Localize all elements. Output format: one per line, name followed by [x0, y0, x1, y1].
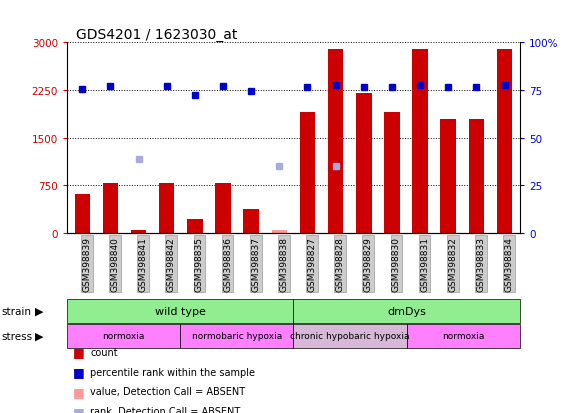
Text: strain: strain	[1, 306, 31, 316]
Bar	[159, 184, 174, 233]
Text: GSM398830: GSM398830	[392, 237, 401, 292]
Text: GSM398832: GSM398832	[448, 237, 457, 291]
Text: GSM398831: GSM398831	[420, 237, 429, 292]
Bar	[293, 324, 407, 348]
Text: GSM398842: GSM398842	[167, 237, 175, 291]
Text: chronic hypobaric hypoxia: chronic hypobaric hypoxia	[290, 331, 410, 340]
Text: wild type: wild type	[155, 306, 206, 316]
Bar	[356, 94, 371, 233]
Bar	[384, 113, 400, 233]
Bar	[293, 299, 520, 323]
Bar	[413, 50, 428, 233]
Bar	[131, 230, 146, 233]
Text: GSM398834: GSM398834	[504, 237, 514, 291]
Text: ■: ■	[73, 365, 84, 378]
Text: normoxia: normoxia	[102, 331, 145, 340]
Text: stress: stress	[1, 331, 33, 341]
Text: GSM398838: GSM398838	[279, 237, 288, 292]
Text: GSM398829: GSM398829	[364, 237, 373, 291]
Bar	[74, 194, 90, 233]
Text: GSM398839: GSM398839	[83, 237, 91, 292]
Text: ■: ■	[73, 345, 84, 358]
Text: GSM398836: GSM398836	[223, 237, 232, 292]
Text: ■: ■	[73, 405, 84, 413]
Text: count: count	[90, 347, 118, 357]
Text: GDS4201 / 1623030_at: GDS4201 / 1623030_at	[76, 28, 237, 43]
Text: normoxia: normoxia	[442, 331, 485, 340]
Bar	[407, 324, 520, 348]
Bar	[300, 113, 315, 233]
Bar	[187, 219, 203, 233]
Bar	[180, 324, 293, 348]
Text: GSM398837: GSM398837	[251, 237, 260, 292]
Text: GSM398840: GSM398840	[110, 237, 120, 291]
Text: dmDys: dmDys	[388, 306, 426, 316]
Bar	[271, 230, 287, 233]
Text: ▶: ▶	[35, 331, 44, 341]
Text: normobaric hypoxia: normobaric hypoxia	[192, 331, 282, 340]
Text: ■: ■	[73, 385, 84, 398]
Bar	[440, 119, 456, 233]
Bar	[243, 209, 259, 233]
Text: rank, Detection Call = ABSENT: rank, Detection Call = ABSENT	[90, 406, 241, 413]
Bar	[497, 50, 512, 233]
Text: GSM398833: GSM398833	[476, 237, 485, 292]
Bar	[67, 324, 180, 348]
Text: GSM398828: GSM398828	[336, 237, 345, 291]
Text: value, Detection Call = ABSENT: value, Detection Call = ABSENT	[90, 387, 245, 396]
Bar	[328, 50, 343, 233]
Bar	[103, 184, 118, 233]
Bar	[216, 184, 231, 233]
Bar	[469, 119, 484, 233]
Text: GSM398827: GSM398827	[307, 237, 317, 291]
Text: percentile rank within the sample: percentile rank within the sample	[90, 367, 255, 377]
Text: ▶: ▶	[35, 306, 44, 316]
Bar	[67, 299, 293, 323]
Text: GSM398841: GSM398841	[139, 237, 148, 291]
Text: GSM398835: GSM398835	[195, 237, 204, 292]
